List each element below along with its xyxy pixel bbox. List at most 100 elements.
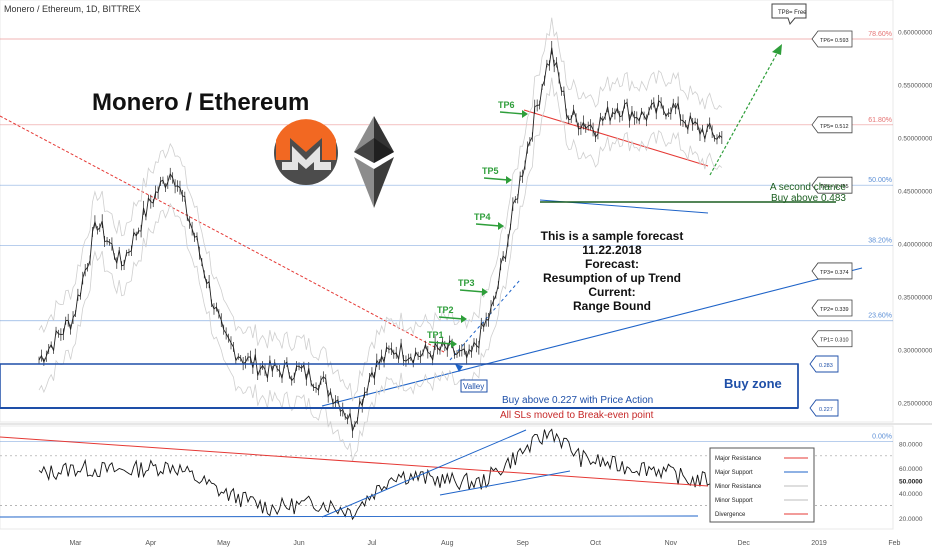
time-tick-label: Mar	[69, 540, 82, 547]
tp-box-label: TP1= 0.310	[820, 338, 849, 344]
tp-box-label: TP5= 0.512	[820, 124, 849, 130]
rsi-support-line	[321, 429, 527, 518]
forecast-line-3: Forecast:	[585, 257, 639, 271]
major-support-line	[321, 267, 863, 407]
fib-label: 0.00%	[872, 433, 892, 440]
rsi-tick-label: 20.0000	[899, 516, 923, 523]
valley-box	[460, 379, 488, 393]
legend-label: Major Support	[715, 470, 753, 476]
legend: Major Resistance Major Support Minor Resis…	[709, 447, 815, 523]
zone-box-label: 0.227	[819, 407, 833, 413]
tp-box	[811, 262, 853, 280]
tp-box	[811, 176, 853, 194]
rsi-support-line-2	[439, 470, 571, 496]
rsi-tick-label: 40.0000	[899, 491, 923, 498]
fib-label: 50.00%	[868, 177, 892, 184]
time-tick-label: May	[217, 540, 231, 547]
tp-label: TP2	[437, 305, 454, 315]
rsi-series	[0, 428, 893, 521]
price-tick-label: 0.40000000	[898, 241, 932, 248]
sl-label: All SLs moved to Break-even point	[500, 410, 654, 421]
time-tick-label: Jul	[367, 540, 376, 547]
axes: 0.700000000.650000000.600000000.55000000…	[69, 30, 932, 547]
fib-levels: 100.00%78.60%61.80%50.00%38.20%23.60%0.0…	[0, 31, 893, 442]
tp-arrow-head	[498, 222, 504, 230]
fib-label: 23.60%	[868, 313, 892, 320]
time-tick-label: Sep	[516, 540, 529, 547]
time-tick-label: Nov	[665, 540, 678, 547]
buy-above-483-label: Buy above 0.483	[771, 193, 846, 204]
tp-label: TP5	[482, 166, 499, 176]
tp-box	[811, 30, 853, 48]
tp-label: TP6	[498, 100, 515, 110]
tp-arrow-shaft	[438, 316, 464, 320]
chart-title: Monero / Ethereum	[92, 89, 309, 116]
fib-label: 78.60%	[868, 31, 892, 38]
rsi-tick-label: 60.0000	[899, 466, 923, 473]
tp-boxes: TP1= 0.310 TP2= 0.339 TP3= 0.374 TP4= 0.455…	[809, 30, 853, 417]
tp-label: TP3	[458, 278, 475, 288]
tp-arrow-head	[522, 110, 528, 118]
time-tick-label: Apr	[145, 540, 157, 547]
time-tick-label: 2019	[811, 540, 827, 547]
tp-box-label: TP2= 0.339	[820, 307, 849, 313]
forecast-line-6: Range Bound	[573, 299, 651, 313]
forecast-line-2: 11.22.2018	[582, 243, 642, 257]
tp-box-label: TP4= 0.455	[820, 184, 849, 190]
tp-box	[811, 330, 853, 348]
zone-box	[809, 355, 839, 373]
tp-arrow-head	[461, 315, 467, 323]
time-tick-label: Feb	[888, 540, 900, 547]
price-tick-label: 0.60000000	[898, 30, 932, 37]
tp-label: TP1	[427, 330, 444, 340]
tp-box-label: TP6= 0.593	[820, 38, 849, 44]
tp-arrow-shaft	[475, 223, 501, 227]
forecast-line-1: This is a sample forecast	[541, 229, 684, 243]
price-tick-label: 0.55000000	[898, 83, 932, 90]
rsi-tick-label: 50.0000	[899, 479, 923, 486]
price-tick-label: 0.45000000	[898, 188, 932, 195]
tp-arrow-shaft	[459, 289, 485, 293]
trendlines	[0, 44, 863, 407]
tp-labels: TP1 TP2 TP3 TP4 TP5 TP6	[427, 100, 528, 348]
tp-box	[811, 299, 853, 317]
lower-band	[38, 77, 723, 462]
channel-resistance-line	[523, 109, 709, 167]
forecast-arrow-head	[772, 44, 782, 55]
tp-box-label: TP3= 0.374	[820, 270, 849, 276]
tp-arrow-shaft	[483, 177, 509, 181]
price-tick-label: 0.35000000	[898, 294, 932, 301]
forecast-arrow-line	[709, 47, 781, 176]
tp-arrow-head	[451, 340, 457, 348]
time-tick-label: Oct	[590, 540, 601, 547]
forecast-line-4: Resumption of up Trend	[543, 271, 681, 285]
upper-band	[38, 17, 723, 402]
tp8-label: TP8= Free	[778, 10, 807, 16]
rsi-line	[38, 428, 723, 521]
tp-label: TP4	[474, 212, 491, 222]
price-series	[38, 17, 723, 462]
legend-label: Minor Support	[715, 498, 753, 504]
symbol-header: Monero / Ethereum, 1D, BITTREX	[4, 4, 141, 14]
tp-arrow-head	[506, 176, 512, 184]
tp8-callout: TP8= Free	[771, 3, 807, 26]
zone-box	[809, 399, 839, 417]
rsi-resistance-line	[0, 436, 709, 487]
second-chance-label: A second chance	[770, 182, 847, 193]
tp-box	[811, 116, 853, 134]
price-panel	[0, 0, 894, 423]
rsi-base-line	[0, 515, 699, 518]
buy-zone-label: Buy zone	[724, 376, 782, 391]
price-tick-label: 0.30000000	[898, 347, 932, 354]
valley-arrow-icon	[455, 364, 463, 372]
fib-label: 61.80%	[868, 117, 892, 124]
legend-label: Major Resistance	[715, 456, 762, 462]
zone-box-label: 0.283	[819, 363, 833, 369]
forecast-line-5: Current:	[588, 285, 635, 299]
monero-logo-icon	[274, 119, 338, 185]
buy-above-227-label: Buy above 0.227 with Price Action	[502, 395, 653, 406]
rsi-tick-label: 80.0000	[899, 441, 923, 448]
time-tick-label: Aug	[441, 540, 454, 547]
legend-label: Minor Resistance	[715, 484, 762, 490]
